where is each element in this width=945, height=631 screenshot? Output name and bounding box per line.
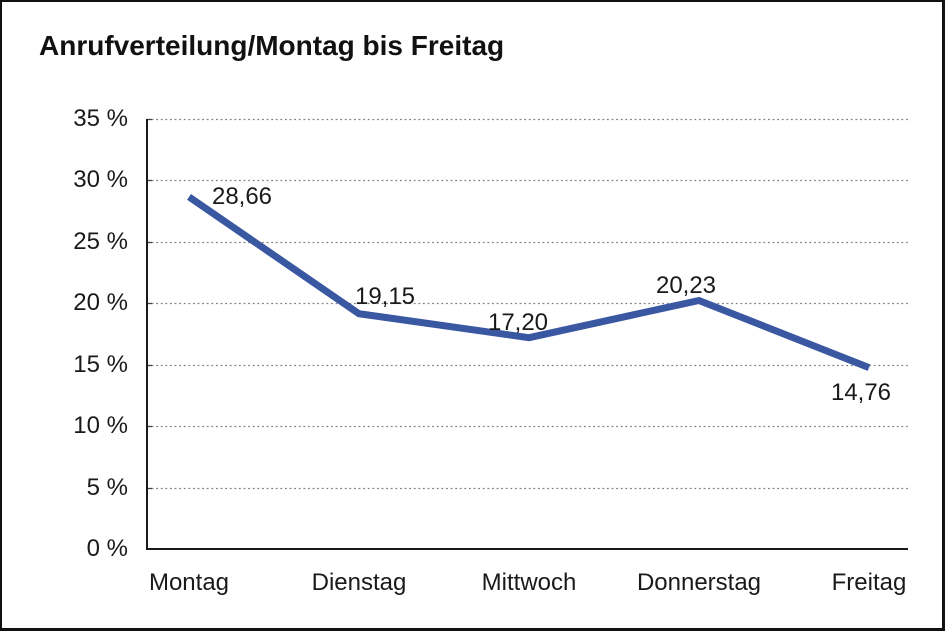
x-category-label-freitag: Freitag <box>831 569 907 596</box>
data-point-label-dienstag: 19,15 <box>354 282 416 310</box>
y-tick-label-20: 20 % <box>73 289 128 317</box>
data-point-label-donnerstag: 20,23 <box>655 272 717 300</box>
y-tick-label-0: 0 % <box>86 535 128 562</box>
x-category-label-montag: Montag <box>148 569 230 596</box>
y-tick-label-5: 5 % <box>86 473 128 501</box>
y-tick-label-25: 25 % <box>73 227 128 255</box>
data-point-label-mittwoch: 17,20 <box>487 308 549 336</box>
y-tick-label-15: 15 % <box>73 350 128 378</box>
y-tick-label-35: 35 % <box>73 105 128 132</box>
data-series-line <box>187 194 871 371</box>
y-tick-label-10: 10 % <box>73 412 128 440</box>
x-category-label-donnerstag: Donnerstag <box>636 569 762 596</box>
data-point-label-montag: 28,66 <box>211 182 273 210</box>
x-category-label-dienstag: Dienstag <box>311 569 407 596</box>
chart-title: Anrufverteilung/Montag bis Freitag <box>39 30 505 61</box>
x-category-label-mittwoch: Mittwoch <box>481 569 577 596</box>
y-tick-label-30: 30 % <box>73 166 128 194</box>
data-point-label-freitag: 14,76 <box>830 378 892 406</box>
